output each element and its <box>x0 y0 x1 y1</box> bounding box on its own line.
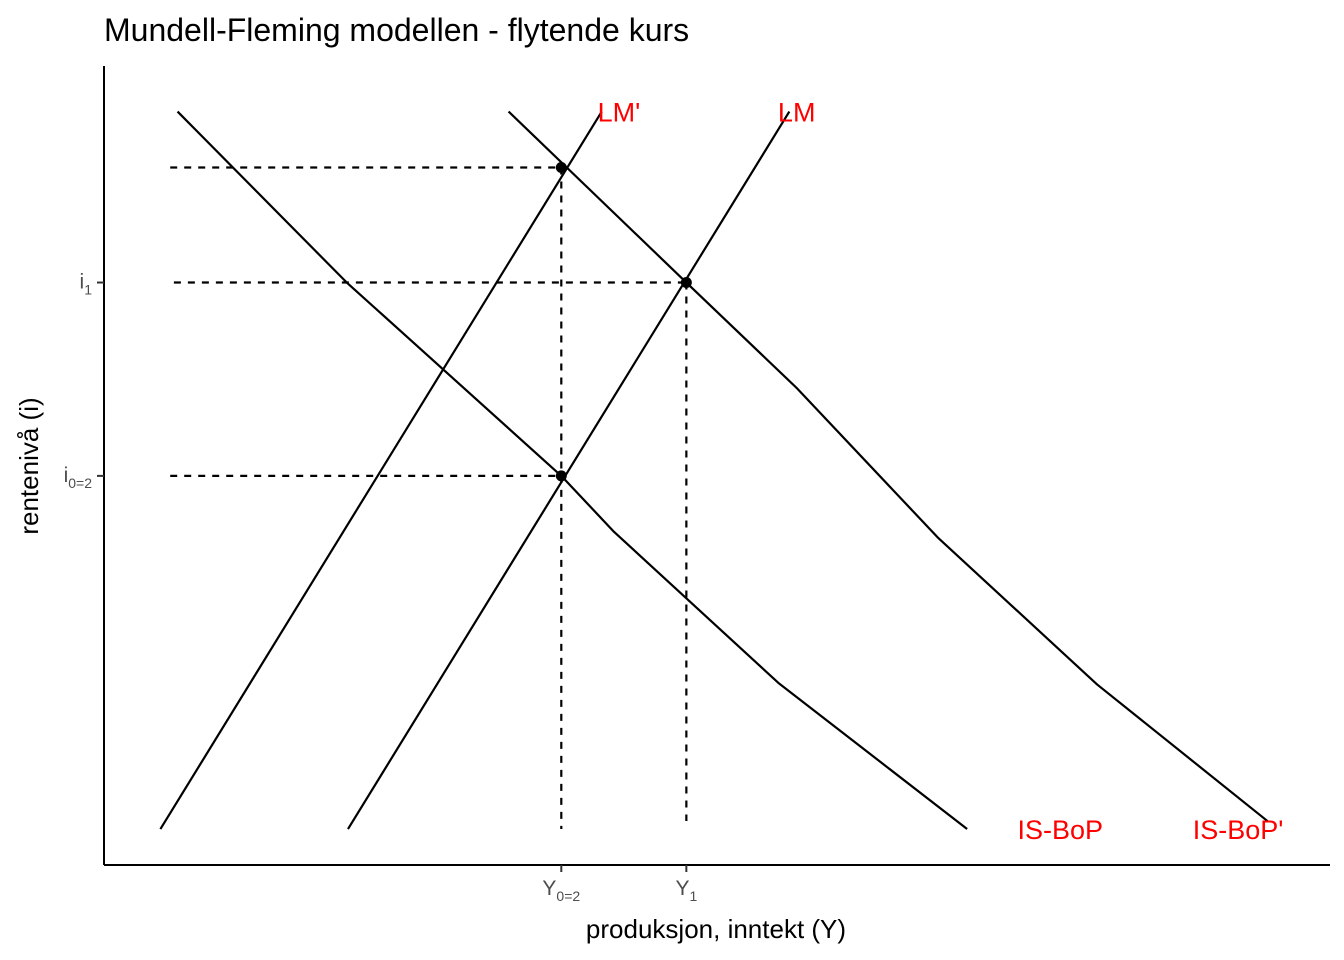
series-line-lm-prime <box>159 110 603 830</box>
y-tick-label: i1 <box>80 271 93 298</box>
series-line-is-bop <box>176 110 968 830</box>
guide-lines <box>170 166 688 830</box>
curve-labels: LM' LM IS-BoP IS-BoP' <box>598 98 1284 846</box>
curve-label-is-bop-prime: IS-BoP' <box>1193 815 1284 845</box>
x-axis-ticks: Y0=2 Y1 <box>542 865 697 904</box>
curve-label-is-bop: IS-BoP <box>1018 815 1104 845</box>
y-tick-label: i0=2 <box>64 464 93 491</box>
series-line-lm <box>347 110 791 830</box>
x-tick-label: Y1 <box>675 877 697 904</box>
y-axis-title: rentenivå (i) <box>14 397 44 534</box>
x-axis-title: produksjon, inntekt (Y) <box>586 914 846 944</box>
plot-area: LM' LM IS-BoP IS-BoP' <box>159 98 1284 846</box>
curve-label-lm: LM <box>778 98 816 128</box>
y-axis-ticks: i0=2 i1 <box>64 271 104 491</box>
curve-label-lm-prime: LM' <box>598 98 641 128</box>
series-lines <box>159 110 1269 830</box>
series-line-is-bop-prime <box>507 110 1269 822</box>
equilibrium-points <box>555 161 692 482</box>
x-tick-label: Y0=2 <box>542 877 580 904</box>
equilibrium-point-1 <box>555 470 567 482</box>
chart-title: Mundell-Fleming modellen - flytende kurs <box>104 12 689 48</box>
equilibrium-point-2 <box>680 277 692 289</box>
equilibrium-point-3 <box>555 161 567 173</box>
